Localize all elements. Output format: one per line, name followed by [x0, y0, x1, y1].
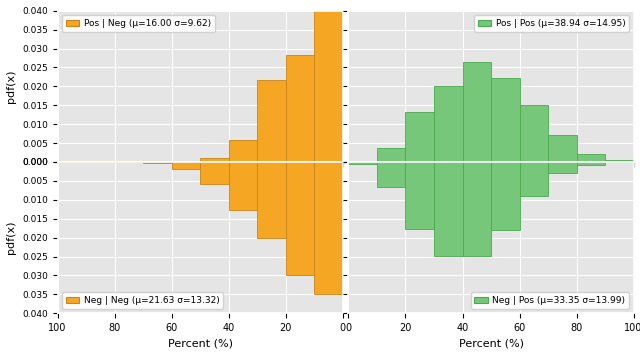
X-axis label: Percent (%): Percent (%)	[458, 338, 524, 348]
Bar	[228, 140, 257, 162]
Bar	[491, 162, 520, 230]
Bar	[143, 162, 172, 163]
Bar	[548, 162, 577, 173]
Bar	[314, 162, 343, 294]
Bar	[314, 9, 343, 162]
Bar	[257, 80, 285, 162]
Bar	[377, 148, 406, 162]
Bar	[577, 154, 605, 162]
X-axis label: Percent (%): Percent (%)	[168, 338, 233, 348]
Bar	[491, 78, 520, 162]
Y-axis label: pdf(x): pdf(x)	[6, 221, 17, 255]
Bar	[548, 135, 577, 162]
Bar	[463, 162, 491, 256]
Bar	[257, 162, 285, 238]
Bar	[285, 55, 314, 162]
Bar	[228, 162, 257, 210]
Bar	[377, 162, 406, 186]
Legend: Pos | Pos (μ=38.94 σ=14.95): Pos | Pos (μ=38.94 σ=14.95)	[474, 15, 629, 32]
Bar	[406, 162, 434, 229]
Bar	[520, 162, 548, 196]
Legend: Neg | Neg (μ=21.63 σ=13.32): Neg | Neg (μ=21.63 σ=13.32)	[62, 292, 223, 309]
Y-axis label: pdf(x): pdf(x)	[6, 69, 17, 103]
Bar	[285, 162, 314, 275]
Bar	[463, 62, 491, 162]
Bar	[200, 162, 228, 184]
Bar	[406, 112, 434, 162]
Bar	[200, 158, 228, 162]
Bar	[520, 105, 548, 162]
Legend: Neg | Pos (μ=33.35 σ=13.99): Neg | Pos (μ=33.35 σ=13.99)	[471, 292, 629, 309]
Legend: Pos | Neg (μ=16.00 σ=9.62): Pos | Neg (μ=16.00 σ=9.62)	[62, 15, 214, 32]
Bar	[577, 162, 605, 165]
Bar	[605, 161, 634, 162]
Bar	[348, 162, 377, 163]
Bar	[434, 162, 463, 256]
Bar	[172, 162, 200, 169]
Bar	[434, 86, 463, 162]
